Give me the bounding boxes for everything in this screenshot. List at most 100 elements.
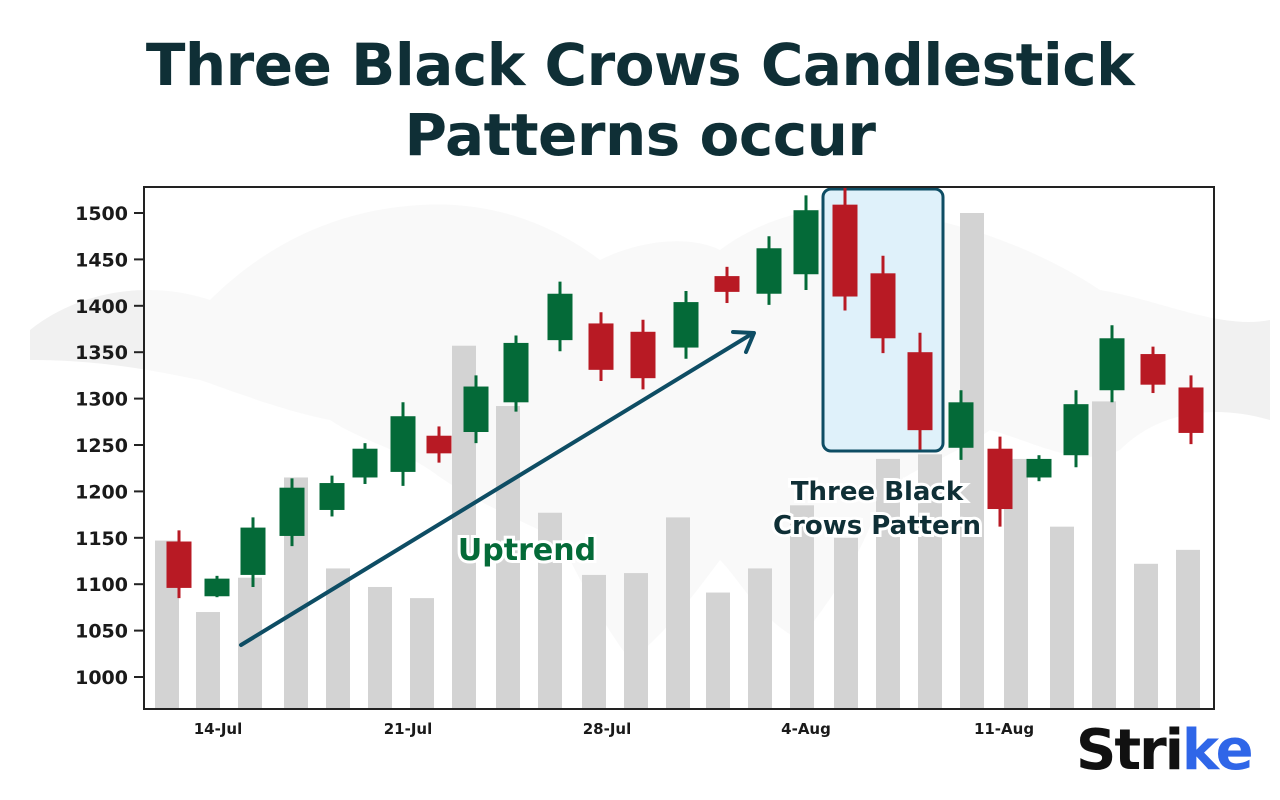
- candle-body: [204, 578, 230, 597]
- candle-body: [987, 448, 1013, 510]
- bullish-candle: [1063, 390, 1089, 468]
- y-tick-label: 1150: [75, 528, 128, 550]
- x-tick-label: 14-Jul: [194, 720, 243, 738]
- x-tick-label: 4-Aug: [781, 720, 831, 738]
- y-tick-label: 1200: [75, 481, 128, 503]
- volume-bar: [1176, 549, 1200, 709]
- uptrend-label: Uptrend: [458, 533, 596, 568]
- volume-bar: [918, 454, 942, 709]
- candle-body: [907, 352, 933, 431]
- volume-bar: [748, 568, 772, 709]
- volume-bar: [624, 573, 648, 709]
- volume-bar: [876, 458, 900, 709]
- y-tick-label: 1300: [75, 389, 128, 411]
- logo-accent: k: [1181, 718, 1218, 783]
- bullish-candle: [948, 390, 974, 460]
- volume-bar: [582, 574, 606, 709]
- bearish-candle: [166, 530, 192, 599]
- bullish-candle: [279, 478, 305, 547]
- bullish-candle: [204, 575, 230, 598]
- candle-body: [390, 416, 416, 472]
- candle-body: [166, 541, 192, 588]
- x-tick-label: 21-Jul: [384, 720, 433, 738]
- y-tick-label: 1250: [75, 435, 128, 457]
- volume-bar: [410, 598, 434, 709]
- candle-body: [547, 293, 573, 341]
- bullish-candle: [503, 335, 529, 412]
- y-tick-label: 1350: [75, 342, 128, 364]
- volume-bar: [196, 612, 220, 709]
- plot-area: Uptrend Three Black Crows Pattern: [144, 187, 1214, 709]
- bearish-candle: [1140, 346, 1166, 394]
- candle-body: [756, 248, 782, 294]
- volume-bar: [834, 537, 858, 709]
- bullish-candle: [390, 402, 416, 486]
- bullish-candle: [673, 290, 699, 359]
- candle-body: [319, 483, 345, 510]
- bullish-candle: [1099, 325, 1125, 403]
- candle-body: [870, 273, 896, 339]
- y-tick-label: 1050: [75, 621, 128, 643]
- candle-body: [1063, 404, 1089, 456]
- candle-body: [463, 386, 489, 433]
- bearish-candle: [588, 312, 614, 381]
- bearish-candle: [832, 187, 858, 311]
- candle-body: [1026, 458, 1052, 478]
- candle-body: [948, 402, 974, 448]
- candle-body: [1099, 338, 1125, 391]
- bullish-candle: [756, 236, 782, 305]
- bullish-candle: [463, 375, 489, 444]
- candle-body: [832, 204, 858, 297]
- y-tick-label: 1100: [75, 574, 128, 596]
- volume-bar: [538, 512, 562, 709]
- y-tick-label: 1450: [75, 249, 128, 271]
- candle-body: [503, 342, 529, 403]
- candle-body: [630, 331, 656, 379]
- candle-body: [588, 323, 614, 370]
- volume-bar: [1050, 526, 1074, 709]
- bullish-candle: [1026, 455, 1052, 482]
- bearish-candle: [870, 255, 896, 354]
- arrow-head-icon: [731, 330, 756, 354]
- bullish-candle: [793, 195, 819, 291]
- title-line-1: Three Black Crows Candlestick: [145, 31, 1135, 99]
- x-tick-label: 28-Jul: [583, 720, 632, 738]
- x-tick-label: 11-Aug: [974, 720, 1034, 738]
- candle-body: [1178, 387, 1204, 433]
- candle-body: [426, 435, 452, 454]
- page-title: Three Black Crows Candlestick Patterns o…: [0, 30, 1280, 170]
- bearish-candle: [907, 332, 933, 450]
- bearish-candle: [987, 436, 1013, 527]
- title-line-2: Patterns occur: [404, 101, 877, 169]
- candle-body: [1140, 354, 1166, 385]
- bearish-candle: [714, 266, 740, 304]
- bearish-candle: [630, 319, 656, 390]
- pattern-label-line-2: Crows Pattern: [773, 511, 981, 541]
- bearish-candle: [426, 426, 452, 463]
- bullish-candle: [352, 443, 378, 484]
- bearish-candle: [1178, 375, 1204, 445]
- strike-logo: Strike: [1076, 718, 1254, 783]
- bullish-candle: [240, 517, 266, 587]
- y-tick-label: 1500: [75, 203, 128, 225]
- volume-bar: [1134, 563, 1158, 709]
- volume-bar: [790, 505, 814, 709]
- candle-body: [714, 276, 740, 292]
- candle-body: [240, 527, 266, 575]
- volume-bar: [1092, 401, 1116, 709]
- bullish-candle: [547, 281, 573, 352]
- volume-bar: [496, 406, 520, 709]
- candle-body: [279, 487, 305, 536]
- volume-bar: [706, 592, 730, 709]
- y-tick-label: 1400: [75, 296, 128, 318]
- candle-body: [352, 448, 378, 478]
- axes: 1000 1050 1100 1150 1200 1250 1300 1350 1400 1450…: [75, 186, 1215, 738]
- candle-body: [673, 302, 699, 348]
- y-tick-label: 1000: [75, 667, 128, 689]
- volume-bar: [368, 586, 392, 709]
- pattern-label-line-1: Three Black: [791, 477, 964, 507]
- uptrend-arrow: [239, 333, 752, 647]
- volume-bar: [960, 213, 984, 709]
- volume-bar: [666, 517, 690, 709]
